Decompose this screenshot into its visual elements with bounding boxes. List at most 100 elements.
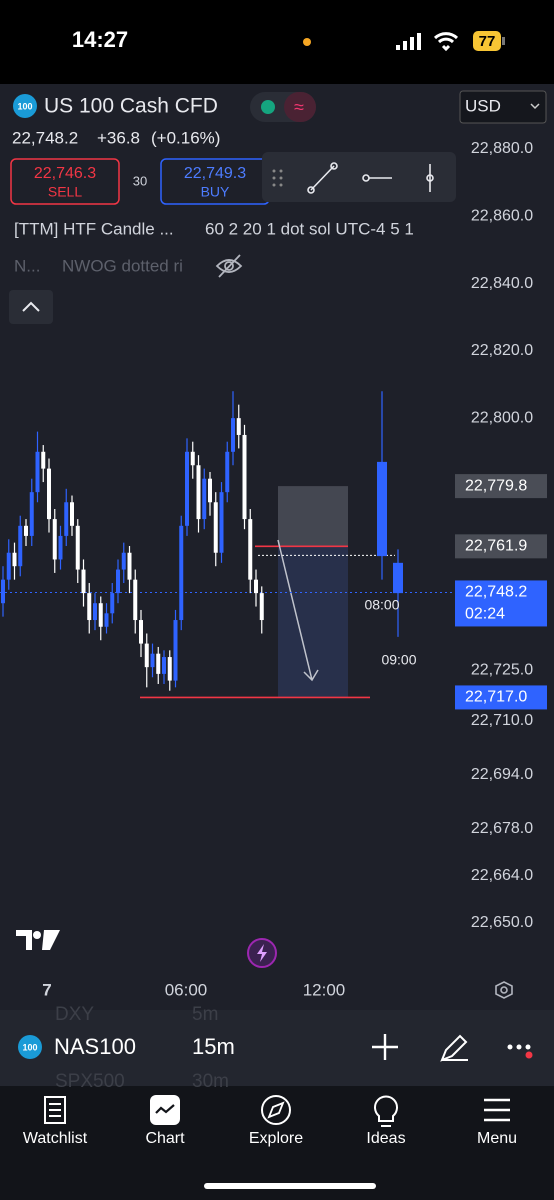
market-open-dot: [261, 100, 275, 114]
candle-body: [248, 519, 253, 580]
candle-body: [110, 593, 115, 614]
indicator-name[interactable]: N...: [14, 256, 40, 275]
chevron: [530, 103, 540, 110]
battery: [473, 31, 501, 51]
change-percent: (+0.16%): [151, 128, 220, 147]
candle-body: [208, 478, 212, 503]
candle-body: [6, 552, 11, 580]
nav-item[interactable]: Ideas: [366, 1130, 405, 1147]
price-label-bg: [455, 474, 547, 499]
ghost-interval: 30m: [192, 1071, 229, 1092]
candle-body: [219, 492, 224, 553]
candle-body: [377, 461, 387, 557]
y-tick-label: 22,860.0: [471, 207, 533, 224]
sell-label: SELL: [48, 184, 82, 200]
y-tick-label: 22,650.0: [471, 914, 533, 931]
nav-item[interactable]: Chart: [145, 1130, 185, 1147]
hidden-eye-icon[interactable]: [215, 254, 243, 278]
price-label-bg: [455, 685, 547, 710]
candle-body: [41, 451, 46, 469]
candle-body: [18, 525, 23, 567]
more-button[interactable]: [507, 1044, 533, 1059]
signal-pill: [284, 92, 316, 122]
candle-body: [190, 451, 195, 466]
chart-icon-line: [155, 1104, 175, 1114]
trend-line-tool[interactable]: [307, 162, 338, 194]
x-tick-label: 06:00: [165, 980, 208, 999]
nav-item[interactable]: Watchlist: [23, 1130, 88, 1147]
candle-body: [173, 620, 178, 681]
price-label: 22,717.0: [465, 689, 527, 706]
currency-select[interactable]: [459, 90, 547, 124]
projection-arrow: [277, 539, 319, 682]
nav-item[interactable]: Menu: [477, 1130, 517, 1147]
candle-body: [29, 492, 34, 536]
sell-button[interactable]: [10, 158, 120, 205]
symbol-badge: [18, 1035, 42, 1059]
candle-body: [150, 653, 155, 668]
indicator-name[interactable]: [TTM] HTF Candle ...: [14, 219, 174, 238]
candle-body: [196, 465, 201, 520]
candle-body: [254, 579, 258, 594]
symbol-picker[interactable]: NAS100: [54, 1034, 136, 1059]
plot: 22,880.0 22,860.0 22,840.0 22,820.0 22,800.0…: [0, 140, 554, 999]
horizontal-ray-tool[interactable]: [362, 174, 392, 182]
candle-body: [139, 620, 143, 644]
candle-body: [156, 653, 161, 674]
vertical-line-tool[interactable]: [426, 164, 434, 192]
price-label-bg: [455, 580, 547, 627]
symbol-name[interactable]: US 100 Cash CFD: [44, 95, 218, 118]
menu-icon: [484, 1098, 510, 1122]
drag-handle: [272, 169, 283, 187]
candle-body: [116, 569, 120, 594]
collapse-button[interactable]: [9, 290, 53, 324]
candle-body: [202, 478, 207, 520]
htf-label: 08:00: [364, 597, 399, 613]
symbol-badge-text: 100: [17, 101, 32, 111]
candle-body: [231, 418, 235, 452]
candle-body: [47, 468, 51, 520]
price-label: 22,748.2: [465, 584, 527, 601]
price-label-bg: [455, 534, 547, 559]
settings-icon[interactable]: [495, 981, 513, 999]
candle-body: [179, 525, 184, 621]
ghost-symbol: SPX500: [55, 1071, 125, 1092]
indicator-params: 60 2 20 1 dot sol UTC-4 5 1: [205, 219, 414, 238]
add-button[interactable]: [372, 1034, 398, 1060]
candle-body: [236, 418, 241, 435]
candle-body: [1, 579, 5, 604]
htf-label: 09:00: [381, 652, 416, 668]
draw-button[interactable]: [440, 1034, 468, 1062]
ideas-icon: [374, 1095, 398, 1127]
loss-zone: [278, 546, 348, 698]
candle-body: [81, 569, 86, 594]
battery-level: 77: [479, 33, 496, 50]
candle-body: [64, 502, 69, 536]
ghost-interval: 5m: [192, 1004, 218, 1025]
y-tick-label: 22,820.0: [471, 342, 533, 359]
candle-body: [104, 613, 109, 627]
compass-needle: [267, 1101, 285, 1119]
bottom-bar-bg: [0, 1010, 554, 1086]
x-tick-label: 7: [42, 980, 51, 999]
countdown: 02:24: [465, 606, 505, 623]
signal-icon: [396, 33, 421, 50]
nav-item[interactable]: Explore: [249, 1130, 303, 1147]
interval-picker[interactable]: 15m: [192, 1034, 235, 1059]
y-tick-label: 22,725.0: [471, 662, 533, 679]
candle-body: [213, 502, 218, 553]
bolt-icon: [257, 944, 267, 962]
y-tick-label: 22,840.0: [471, 275, 533, 292]
signal-glyph: ≈: [294, 97, 304, 117]
clock: 14:27: [72, 27, 128, 52]
candle-body: [35, 451, 40, 493]
last-price: 22,748.2: [12, 128, 78, 147]
candle-body: [242, 434, 247, 520]
price-label: 22,761.9: [465, 538, 527, 555]
wifi-icon: [433, 32, 459, 52]
y-tick-label: 22,800.0: [471, 409, 533, 426]
explore-icon: [261, 1095, 291, 1125]
change: +36.8: [97, 128, 140, 147]
